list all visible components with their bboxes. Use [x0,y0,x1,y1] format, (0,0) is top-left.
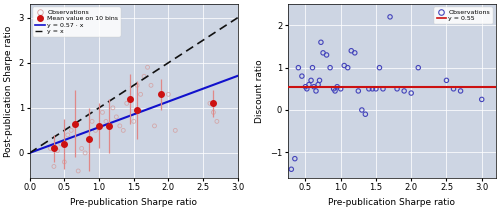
Point [393,87,401,91]
Legend: Observations, Mean value on 10 bins, y = 0.57 · x, y = x: Observations, Mean value on 10 bins, y =… [33,7,120,37]
Point [365,87,373,91]
Point [379,87,387,91]
Point [351,51,359,54]
Point [98,111,106,114]
Point [120,129,128,132]
Point [144,66,152,69]
Point [314,83,322,86]
Point [172,129,179,132]
Point [70,124,78,128]
Point [298,74,306,78]
Y-axis label: Post-publication Sharpe ratio: Post-publication Sharpe ratio [4,25,13,157]
Point [213,120,221,123]
Point [92,129,100,132]
Point [305,83,313,86]
Point [308,66,316,69]
Point [372,87,380,91]
Y-axis label: Discount ratio: Discount ratio [256,59,264,123]
Point [60,160,68,164]
Point [57,142,65,146]
Point [312,89,320,93]
Point [106,124,114,128]
Point [354,89,362,93]
Legend: Observations, y = 0.55: Observations, y = 0.55 [434,7,492,24]
Point [322,53,330,57]
Point [50,165,58,168]
Point [74,169,82,173]
X-axis label: Pre-publication Sharpe ratio: Pre-publication Sharpe ratio [328,198,456,207]
Point [112,115,120,119]
Point [95,126,103,130]
Point [206,102,214,105]
Point [414,66,422,69]
Point [400,89,408,93]
Point [130,120,138,123]
Point [133,84,141,87]
Point [386,15,394,19]
Point [78,147,86,150]
Point [348,49,356,52]
Point [68,129,76,132]
Point [302,85,310,88]
Point [307,79,315,82]
Point [109,106,117,110]
Point [140,75,148,78]
Point [407,91,415,95]
Point [344,66,351,69]
Point [210,111,218,114]
Point [336,87,344,91]
Point [358,108,366,112]
Point [326,66,334,69]
Point [319,51,327,54]
Point [64,133,72,137]
Point [81,151,89,155]
Point [126,97,134,100]
Point [340,64,348,67]
Point [330,87,338,91]
Point [150,124,158,128]
Point [316,79,324,82]
Point [331,89,339,93]
Point [376,66,384,69]
Point [102,120,110,123]
Point [88,120,96,123]
Point [442,79,450,82]
Point [303,87,311,91]
Point [310,85,318,88]
Point [46,147,54,150]
Point [291,157,299,160]
Point [294,66,302,69]
Point [362,112,370,116]
Point [116,124,124,128]
Point [122,102,130,105]
Point [288,168,296,171]
Point [147,84,155,87]
Point [136,93,144,96]
Point [84,138,92,141]
Point [164,93,172,96]
Point [333,85,341,88]
Point [456,89,464,93]
Point [450,87,458,91]
Point [368,87,376,91]
X-axis label: Pre-publication Sharpe ratio: Pre-publication Sharpe ratio [70,198,197,207]
Point [317,41,325,44]
Point [478,98,486,101]
Point [54,149,62,152]
